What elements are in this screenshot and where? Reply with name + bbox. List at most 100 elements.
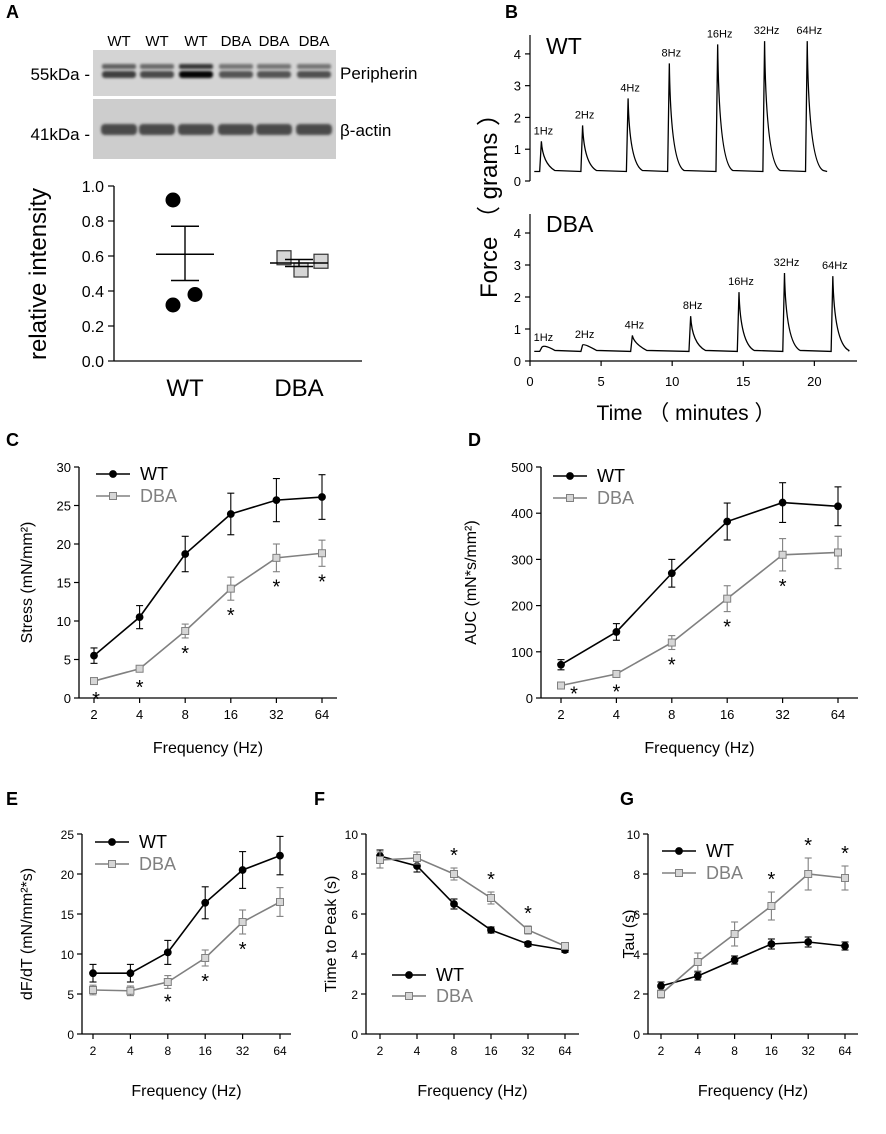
significance-star: * [768,869,776,891]
significance-star: * [164,991,172,1013]
y-axis-label: Tau (s) [621,910,638,959]
dba-trace-title: DBA [546,211,594,237]
band-peripherin-lower [297,71,331,78]
y-tick-label: 10 [627,828,641,842]
wt-legend-marker [405,971,413,979]
x-tick-label: 2 [658,1044,665,1058]
panel-d: D 0 100 200 300 400 500 2 4 8 16 32 64 Frequency (Hz)… [463,430,858,757]
band-actin [101,124,137,135]
y-tick-label: 0 [64,691,71,706]
wt-series-line [93,854,281,975]
x-axis-label: Time （ minutes ） [597,402,776,425]
band-peripherin-lower [179,71,213,78]
x-tick-label: 64 [558,1044,572,1058]
x-category-label: WT [166,375,204,402]
panel-a: A WT WT WT DBA DBA DBA Peripherin β-actin 55kDa -… [6,2,418,402]
y-tick-label: 2 [514,290,521,305]
dba-point [730,930,739,938]
y-tick-label: 1 [514,322,521,337]
dba-point [126,986,135,995]
dba-series-line [93,552,323,682]
dba-legend-marker [108,860,116,868]
band-peripherin-lower [257,71,291,78]
dba-point [376,856,384,864]
y-tick-label: 6 [633,908,640,922]
y-tick-label: 25 [57,499,71,514]
y-axis-label: Time to Peak (s) [323,876,340,993]
x-tick-label: 2 [557,707,564,722]
wt-legend-marker [109,470,117,478]
y-tick-label: 8 [633,868,640,882]
band-actin [256,124,292,135]
y-tick-label: 4 [351,948,358,962]
wt-point [181,550,190,558]
wt-point [834,502,842,511]
x-axis-label: Frequency (Hz) [698,1083,808,1100]
y-tick-label: 0.4 [82,284,104,301]
dba-legend-label: DBA [706,863,743,883]
dba-legend-label: DBA [140,486,177,506]
wt-legend-label: WT [139,832,167,852]
y-tick-label: 10 [57,614,71,629]
y-axis-label: dF/dT (mN/mm²*s) [19,868,36,1000]
significance-star: * [841,843,849,865]
dba-point [181,627,190,636]
y-tick-label: 15 [61,908,75,922]
y-tick-label: 0.2 [82,319,104,336]
wt-series-line [560,501,839,666]
significance-star: * [239,939,247,961]
wt-point [657,982,665,990]
wt-legend-marker [108,838,116,846]
y-tick-label: 5 [67,988,74,1002]
marker-41kda: 41kDa - [30,125,90,144]
wt-point [667,569,676,578]
y-tick-label: 1.0 [82,179,104,196]
dba-point [276,898,284,906]
x-tick-label: 0 [526,374,533,389]
wt-series-line [379,855,566,951]
wt-point [524,940,532,948]
band-peripherin-upper [102,64,136,69]
x-category-label: DBA [274,375,323,402]
wt-point [767,940,776,948]
significance-star: * [804,835,812,857]
y-tick-label: 300 [511,552,533,567]
y-tick-label: 4 [514,226,521,241]
panel-f: F 0 2 4 6 8 10 2 4 8 16 32 64 Frequency (Hz) Time to P… [314,789,579,1100]
band-name-actin: β-actin [340,121,391,140]
x-tick-label: 16 [199,1044,213,1058]
lane-label: DBA [259,33,290,50]
wt-point [693,972,702,980]
wt-point [201,898,210,907]
y-tick-label: 200 [511,599,533,614]
panel-label: A [6,2,19,22]
y-tick-label: 8 [351,868,358,882]
dba-legend-marker [566,494,574,502]
y-tick-label: 500 [511,460,533,475]
peak-label: 2Hz [575,329,595,341]
wt-point [89,969,97,978]
dba-point [723,594,732,603]
dba-point [667,638,676,647]
wt-point [730,956,739,964]
wt-point [90,651,98,660]
dba-point [487,894,495,902]
dba-point [841,874,849,882]
peak-label: 2Hz [575,109,595,121]
dba-legend-label: DBA [597,488,634,508]
y-tick-label: 0.8 [82,214,104,231]
wt-legend-marker [675,847,683,855]
panel-e: E 0 5 10 15 20 25 2 4 8 16 32 64 Frequency (Hz) dF/dT … [6,789,291,1100]
dba-force-trace [534,272,850,353]
dba-point [276,250,292,266]
y-tick-label: 2 [351,988,358,1002]
x-tick-label: 32 [521,1044,535,1058]
significance-star: * [181,643,189,665]
marker-55kda: 55kDa - [30,65,90,84]
x-tick-label: 64 [273,1044,287,1058]
panel-b: B 0 1 2 3 4 1Hz 2Hz 4Hz 8Hz 16Hz 32Hz 64Hz WT 0 1 2 3 4 1Hz… [476,2,857,425]
peak-label: 64Hz [822,260,848,272]
x-tick-label: 32 [775,707,789,722]
band-peripherin-upper [140,64,174,69]
x-tick-label: 64 [315,707,329,722]
